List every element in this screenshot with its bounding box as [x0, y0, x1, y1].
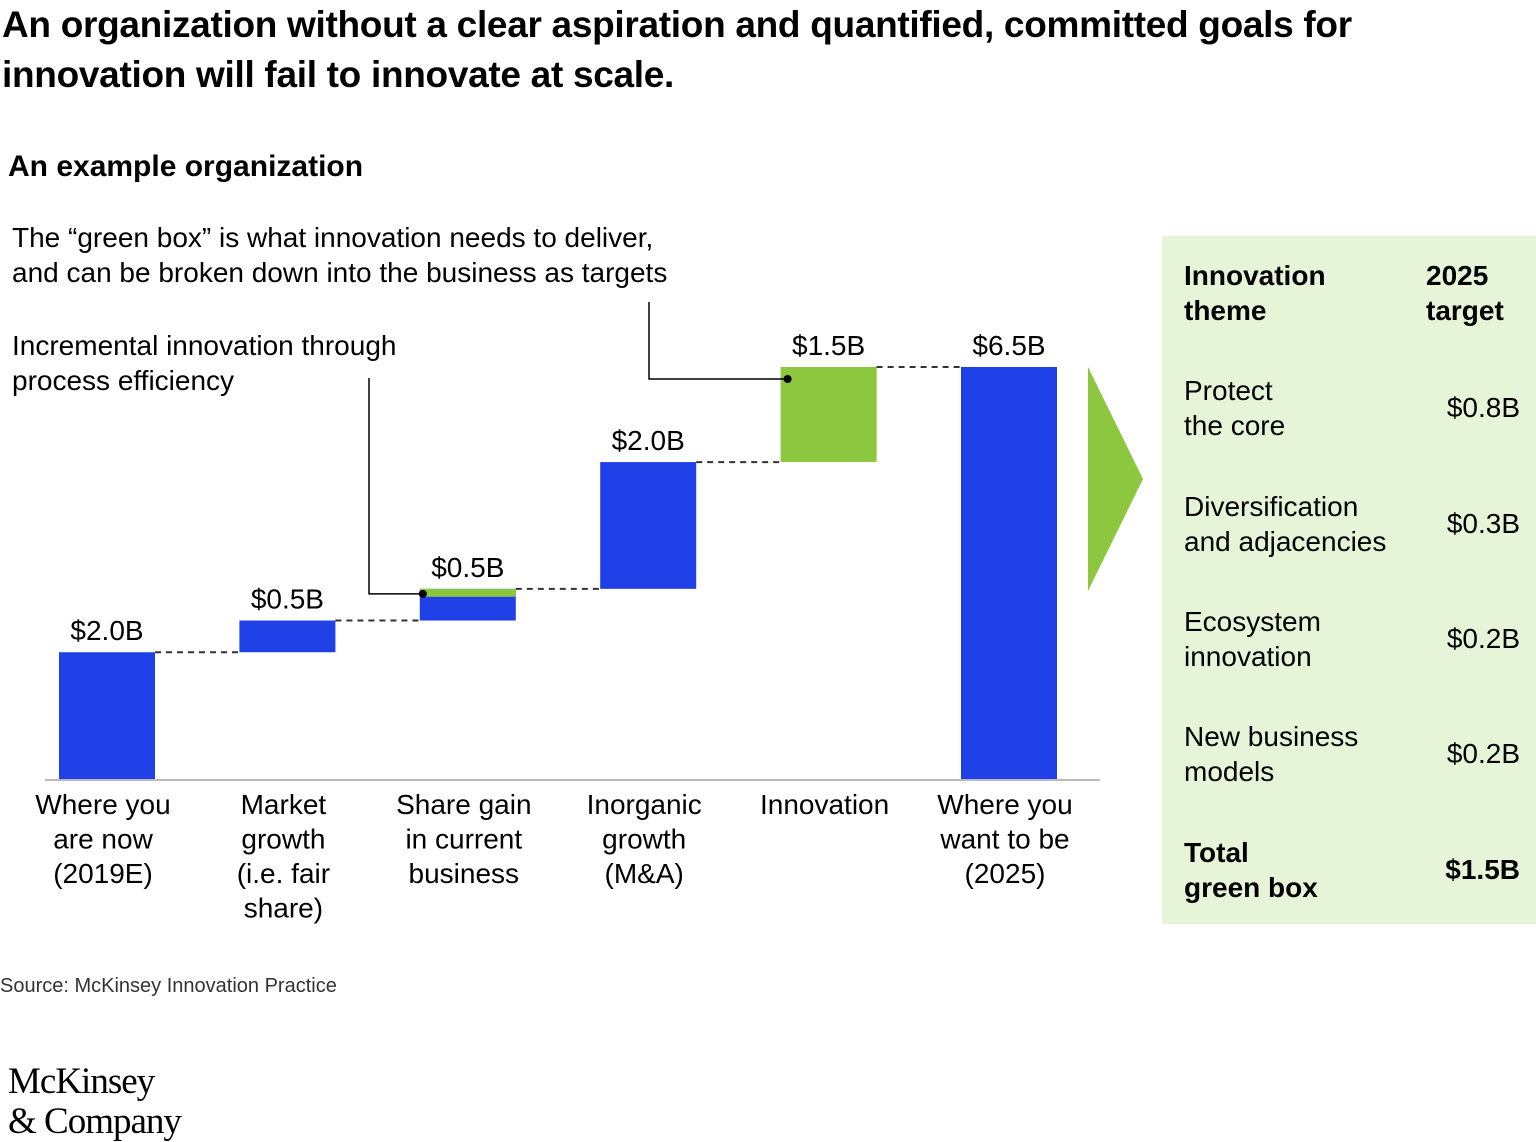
bar-green-segment: [419, 588, 516, 597]
data-label: $0.5B: [431, 552, 504, 583]
leader-dot: [418, 589, 427, 598]
data-label: $2.0B: [70, 615, 143, 646]
data-label: $1.5B: [792, 330, 865, 361]
bar: [59, 652, 155, 779]
header-theme: Innovation theme: [1184, 260, 1326, 326]
chart-subtitle: An example organization: [8, 150, 364, 183]
row-theme: New business models: [1184, 721, 1359, 787]
page-title: An organization without a clear aspirati…: [2, 4, 1352, 95]
bar: [780, 367, 877, 463]
row-value: $0.2B: [1446, 623, 1520, 654]
leader-line: [368, 378, 423, 595]
green-box-panel: Innovation theme 2025 target Protect the…: [1162, 236, 1536, 924]
waterfall-chart: $2.0B Where you are now (2019E) $0.5B Market g…: [12, 222, 1143, 924]
source-note: Source: McKinsey Innovation Practice: [0, 975, 337, 997]
category-label: Innovation: [760, 789, 889, 820]
data-label: $0.5B: [251, 584, 324, 615]
arrow-to-table: [1088, 367, 1143, 591]
total-theme: Total green box: [1184, 837, 1318, 903]
total-value: $1.5B: [1445, 854, 1520, 885]
category-label: Share gain in current business: [396, 789, 531, 889]
row-value: $0.3B: [1446, 508, 1520, 539]
mckinsey-logo: McKinsey & Company: [8, 1061, 182, 1142]
annotation-green-box: The “green box” is what innovation needs…: [12, 222, 667, 288]
data-label: $2.0B: [612, 425, 685, 456]
category-label: Where you want to be (2025): [937, 789, 1072, 889]
row-value: $0.8B: [1446, 392, 1520, 423]
bar: [600, 462, 697, 589]
bar: [239, 620, 336, 653]
category-label: Where you are now (2019E): [35, 789, 170, 889]
annotation-incremental: Incremental innovation through process ef…: [12, 330, 396, 396]
row-theme: Diversification and adjacencies: [1184, 491, 1387, 557]
category-label: Market growth (i.e. fair share): [237, 789, 330, 924]
bar: [961, 367, 1057, 779]
row-theme: Protect the core: [1184, 375, 1286, 441]
row-theme: Ecosystem innovation: [1184, 606, 1321, 672]
category-label: Inorganic growth (M&A): [587, 789, 702, 889]
row-value: $0.2B: [1446, 738, 1520, 769]
leader-dot: [783, 375, 792, 383]
leader-line: [648, 302, 788, 380]
data-label: $6.5B: [972, 330, 1045, 361]
header-target: 2025 target: [1426, 260, 1504, 326]
